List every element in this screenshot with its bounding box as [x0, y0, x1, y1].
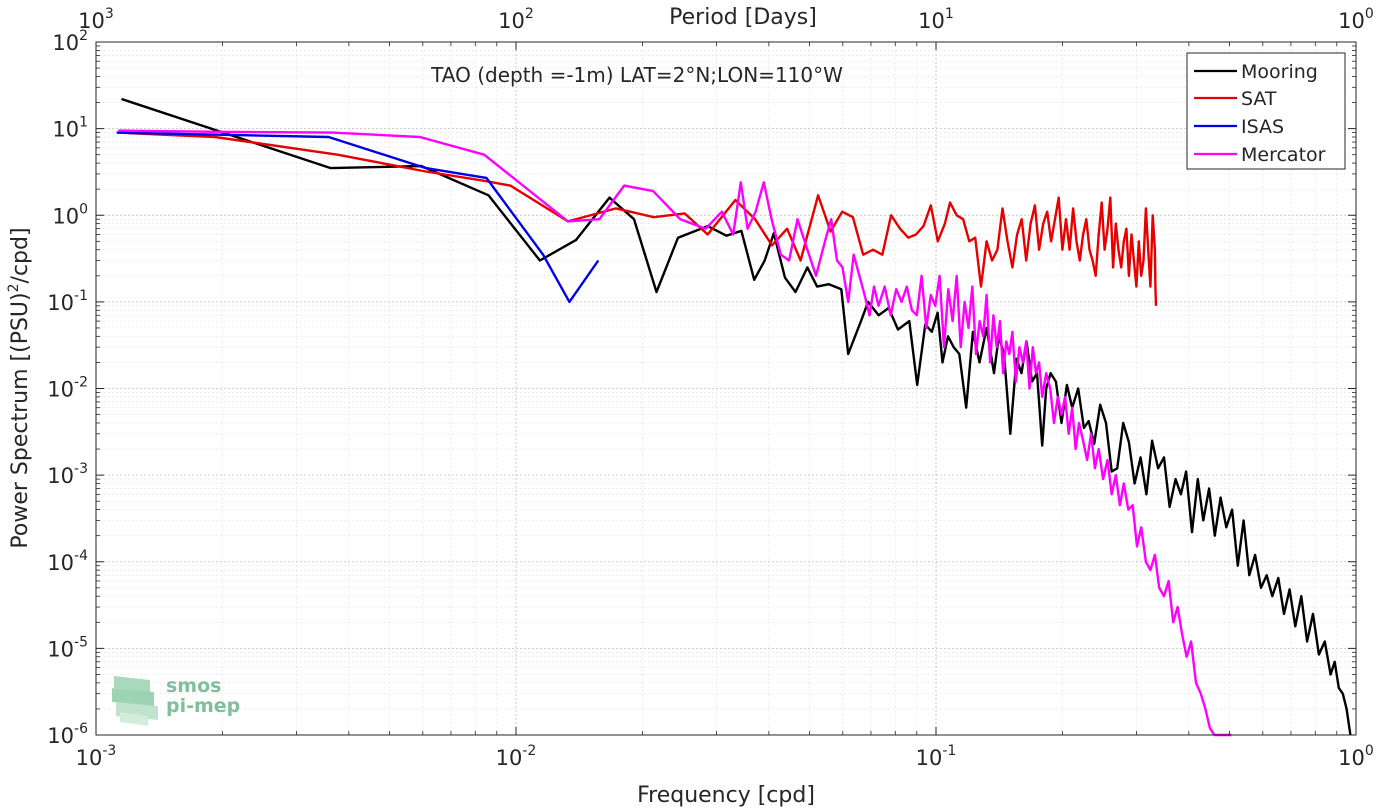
y-tick-label-exp: 0: [79, 201, 88, 217]
x-tick-label-exp: -2: [522, 743, 536, 759]
y-tick-label: 10-6: [47, 721, 88, 748]
y-tick-label-exp: -5: [74, 634, 88, 650]
top-tick-label-base: 10: [1338, 9, 1365, 33]
y-tick-label-exp: 1: [79, 115, 88, 131]
legend-label-mooring: Mooring: [1241, 61, 1318, 83]
y-tick-label: 100: [52, 201, 88, 228]
y-tick-label: 10-4: [47, 548, 88, 575]
grid-minor: [96, 42, 1356, 735]
x-tick-label: 100: [1338, 743, 1374, 770]
chart-title: TAO (depth =-1m) LAT=2°N;LON=110°W: [430, 63, 843, 87]
logo-text-pimep: pi-mep: [166, 695, 241, 717]
top-tick-label-exp: 3: [105, 6, 114, 22]
y-tick-label: 10-1: [47, 288, 88, 315]
x-tick-label-base: 10: [916, 746, 943, 770]
y-tick-label: 102: [52, 28, 88, 55]
y-tick-label: 101: [52, 115, 88, 142]
top-tick-label-base: 10: [918, 9, 945, 33]
y-axis-label-sup: 2: [6, 283, 22, 292]
y-tick-label-exp: -4: [74, 548, 88, 564]
top-tick-label-base: 10: [498, 9, 525, 33]
y-axis-label: Power Spectrum [(PSU)2/cpd]: [6, 227, 33, 548]
legend-label-mercator: Mercator: [1241, 144, 1326, 166]
y-tick-label: 10-2: [47, 375, 88, 402]
legend-box: [1186, 52, 1346, 170]
top-axis-label: Period [Days]: [669, 5, 817, 30]
y-axis-label-main: Power Spectrum [(PSU): [8, 292, 33, 548]
y-tick-label-exp: -6: [74, 721, 88, 737]
legend-label-sat: SAT: [1241, 88, 1277, 110]
logo-mark-icon: [112, 676, 158, 726]
x-tick-label-exp: -1: [942, 743, 956, 759]
y-tick-label-exp: -2: [74, 375, 88, 391]
top-tick-label: 100: [1338, 6, 1374, 33]
y-tick-label: 10-5: [47, 634, 88, 661]
y-tick-label-base: 10: [52, 118, 79, 142]
x-tick-label-base: 10: [496, 746, 523, 770]
legend-label-isas: ISAS: [1241, 116, 1284, 138]
top-tick-label: 102: [498, 6, 534, 33]
y-tick-label-exp: -1: [74, 288, 88, 304]
x-tick-label: 10-1: [916, 743, 957, 770]
y-tick-label-base: 10: [47, 724, 74, 748]
y-tick-label-base: 10: [52, 204, 79, 228]
y-tick-label-base: 10: [47, 291, 74, 315]
y-axis-label-tail: /cpd]: [8, 227, 33, 283]
series-line-mercator: [118, 129, 1232, 737]
legend: Mooring SAT ISAS Mercator: [1186, 52, 1346, 170]
x-tick-label: 10-2: [496, 743, 537, 770]
series-line-sat: [118, 131, 1158, 306]
x-tick-label-exp: -3: [102, 743, 116, 759]
y-tick-label: 10-3: [47, 461, 88, 488]
y-tick-label-base: 10: [47, 637, 74, 661]
y-tick-label-exp: -3: [74, 461, 88, 477]
top-tick-label: 101: [918, 6, 954, 33]
logo-text-smos: smos: [166, 675, 222, 697]
y-tick-label-base: 10: [52, 31, 79, 55]
y-tick-label-base: 10: [47, 378, 74, 402]
y-tick-label-base: 10: [47, 464, 74, 488]
top-tick-label-exp: 1: [945, 6, 954, 22]
top-tick-label: 103: [78, 6, 114, 33]
x-tick-label-base: 10: [1338, 746, 1365, 770]
x-axis-label: Frequency [cpd]: [637, 783, 815, 808]
smos-pimep-logo: smos pi-mep: [110, 672, 250, 728]
top-tick-label-exp: 0: [1365, 6, 1374, 22]
top-tick-label-exp: 2: [525, 6, 534, 22]
series-layer: [116, 97, 1352, 737]
y-tick-label-exp: 2: [79, 28, 88, 44]
series-line-mooring: [121, 97, 1352, 736]
x-tick-label-base: 10: [76, 746, 103, 770]
x-tick-label: 10-3: [76, 743, 117, 770]
top-tick-label-base: 10: [78, 9, 105, 33]
x-tick-label-exp: 0: [1365, 743, 1374, 759]
y-tick-label-base: 10: [47, 551, 74, 575]
tick-layer: [95, 41, 1357, 736]
series-line-isas: [116, 131, 600, 304]
